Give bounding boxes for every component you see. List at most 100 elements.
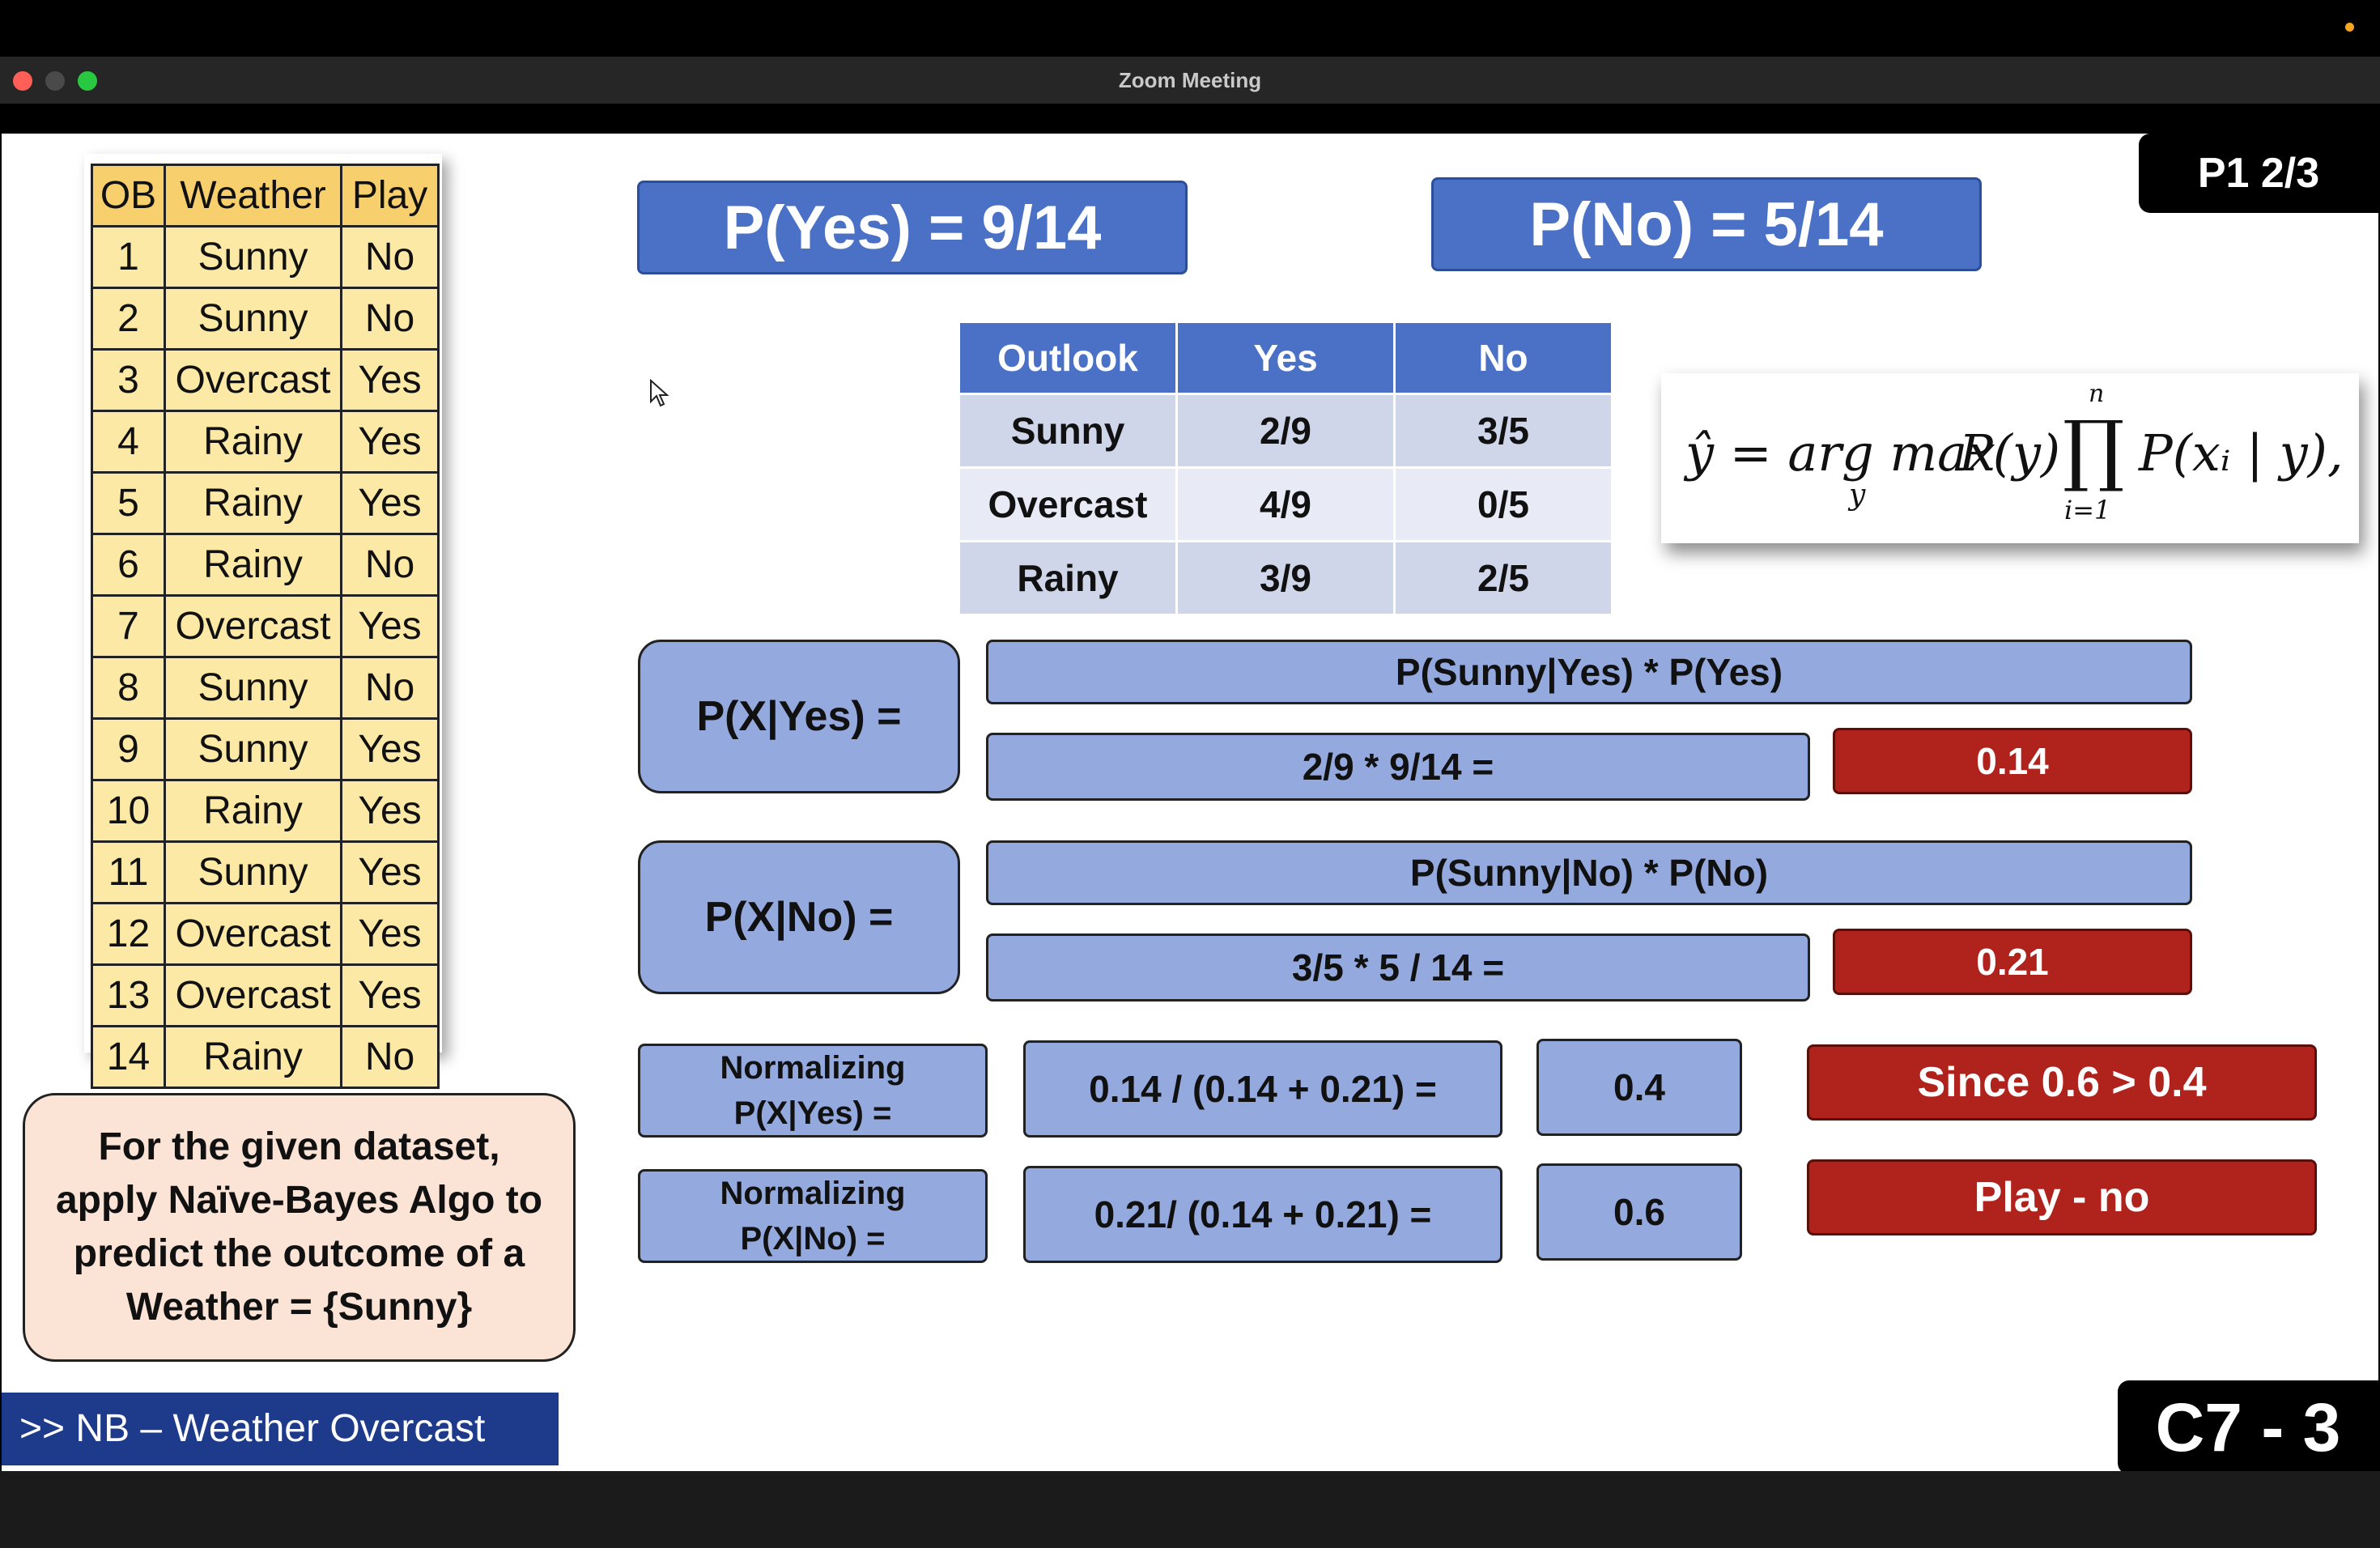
prior-no-box: P(No) = 5/14 (1431, 177, 1982, 271)
weather-cell: Sunny (164, 840, 342, 904)
conclusion-outcome: Play - no (1807, 1159, 2317, 1235)
table-row: 7 Overcast Yes (91, 594, 440, 658)
weather-cell: Overcast (164, 963, 342, 1027)
pxno-result: 0.21 (1833, 929, 2192, 995)
page-label: P1 2/3 (2139, 134, 2378, 213)
formula-argmax-sub: y (1849, 478, 1866, 512)
topic-footer: >> NB – Weather Overcast (2, 1393, 559, 1465)
play-cell: Yes (340, 717, 440, 781)
ob-cell: 12 (91, 902, 166, 966)
weather-cell: Sunny (164, 656, 342, 720)
weather-cell: Overcast (164, 594, 342, 658)
pxno-calc: 3/5 * 5 / 14 = (986, 933, 1810, 1002)
chapter-label: C7 - 3 (2118, 1380, 2378, 1471)
table-row: 3 Overcast Yes (91, 348, 440, 412)
header-weather: Weather (164, 164, 342, 228)
play-cell: Yes (340, 348, 440, 412)
pxyes-result: 0.14 (1833, 728, 2192, 794)
window-title: Zoom Meeting (1118, 68, 1262, 92)
pxyes-calc: 2/9 * 9/14 = (986, 733, 1810, 801)
weather-cell: Sunny (164, 287, 342, 351)
table-row: Sunny 2/9 3/5 (958, 393, 1613, 469)
formula-n: n (2089, 380, 2105, 408)
play-cell: Yes (340, 410, 440, 474)
mouse-cursor-icon (650, 379, 669, 407)
zoom-window-button[interactable] (78, 71, 97, 91)
weather-cell: Rainy (164, 410, 342, 474)
weather-cell: Overcast (164, 348, 342, 412)
table-row: 9 Sunny Yes (91, 717, 440, 781)
no-cell: 0/5 (1393, 466, 1613, 542)
prior-yes-box: P(Yes) = 9/14 (637, 181, 1188, 274)
ob-cell: 11 (91, 840, 166, 904)
shared-slide: OB Weather Play 1 Sunny No 2 Sunny No 3 Overcas… (2, 134, 2378, 1471)
window-title-bar (0, 57, 2380, 104)
minimize-window-button[interactable] (45, 71, 65, 91)
table-row: Rainy 3/9 2/5 (958, 540, 1613, 616)
header-ob: OB (91, 164, 166, 228)
naive-bayes-formula: ŷ = arg max y P(y) ∏ n i=1 P(xᵢ | y), (1661, 373, 2359, 543)
norm-yes-calc: 0.14 / (0.14 + 0.21) = (1023, 1040, 1502, 1138)
table-row: 14 Rainy No (91, 1025, 440, 1089)
table-row: 12 Overcast Yes (91, 902, 440, 966)
weather-cell: Overcast (164, 902, 342, 966)
play-cell: No (340, 287, 440, 351)
question-prompt: For the given dataset, apply Naïve-Bayes… (23, 1093, 576, 1362)
norm-yes-result: 0.4 (1536, 1039, 1742, 1136)
pxyes-label: P(X|Yes) = (638, 640, 960, 793)
ob-cell: 4 (91, 410, 166, 474)
table-row: 6 Rainy No (91, 533, 440, 597)
table-row: 11 Sunny Yes (91, 840, 440, 904)
ob-cell: 8 (91, 656, 166, 720)
ob-cell: 7 (91, 594, 166, 658)
dataset-table-card: OB Weather Play 1 Sunny No 2 Sunny No 3 Overcas… (84, 154, 442, 1089)
play-cell: No (340, 656, 440, 720)
table-row: 1 Sunny No (91, 225, 440, 289)
ob-cell: 5 (91, 471, 166, 535)
norm-yes-label: Normalizing P(X|Yes) = (638, 1044, 988, 1138)
formula-rhs: P(xᵢ | y), (2139, 423, 2344, 483)
outlook-cell: Overcast (958, 466, 1178, 542)
weather-cell: Rainy (164, 471, 342, 535)
play-cell: No (340, 225, 440, 289)
weather-cell: Rainy (164, 1025, 342, 1089)
likelihood-table: Outlook Yes No Sunny 2/9 3/5 Overcast 4/9 0/5… (958, 321, 1613, 616)
header-no: No (1393, 321, 1613, 395)
dataset-table: OB Weather Play 1 Sunny No 2 Sunny No 3 Overcas… (91, 164, 440, 1089)
outlook-cell: Rainy (958, 540, 1178, 616)
ob-cell: 1 (91, 225, 166, 289)
play-cell: No (340, 1025, 440, 1089)
table-row: 10 Rainy Yes (91, 779, 440, 843)
ob-cell: 2 (91, 287, 166, 351)
no-cell: 2/5 (1393, 540, 1613, 616)
weather-cell: Rainy (164, 533, 342, 597)
play-cell: Yes (340, 779, 440, 843)
norm-no-label: Normalizing P(X|No) = (638, 1169, 988, 1263)
play-cell: Yes (340, 963, 440, 1027)
play-cell: No (340, 533, 440, 597)
pxyes-expr: P(Sunny|Yes) * P(Yes) (986, 640, 2192, 704)
conclusion-comparison: Since 0.6 > 0.4 (1807, 1044, 2317, 1121)
yes-cell: 4/9 (1175, 466, 1396, 542)
play-cell: Yes (340, 594, 440, 658)
pxno-label: P(X|No) = (638, 840, 960, 994)
ob-cell: 10 (91, 779, 166, 843)
header-play: Play (340, 164, 440, 228)
close-window-button[interactable] (13, 71, 32, 91)
ob-cell: 13 (91, 963, 166, 1027)
weather-cell: Sunny (164, 717, 342, 781)
formula-product: ∏ (2063, 404, 2125, 495)
yes-cell: 3/9 (1175, 540, 1396, 616)
header-outlook: Outlook (958, 321, 1178, 395)
play-cell: Yes (340, 840, 440, 904)
header-yes: Yes (1175, 321, 1396, 395)
table-row: 8 Sunny No (91, 656, 440, 720)
outlook-cell: Sunny (958, 393, 1178, 469)
table-row: 4 Rainy Yes (91, 410, 440, 474)
table-row: 2 Sunny No (91, 287, 440, 351)
formula-i1: i=1 (2064, 495, 2111, 525)
recording-indicator (2345, 23, 2354, 32)
norm-no-result: 0.6 (1536, 1163, 1742, 1261)
play-cell: Yes (340, 471, 440, 535)
formula-lhs: ŷ = arg max (1685, 423, 1996, 483)
